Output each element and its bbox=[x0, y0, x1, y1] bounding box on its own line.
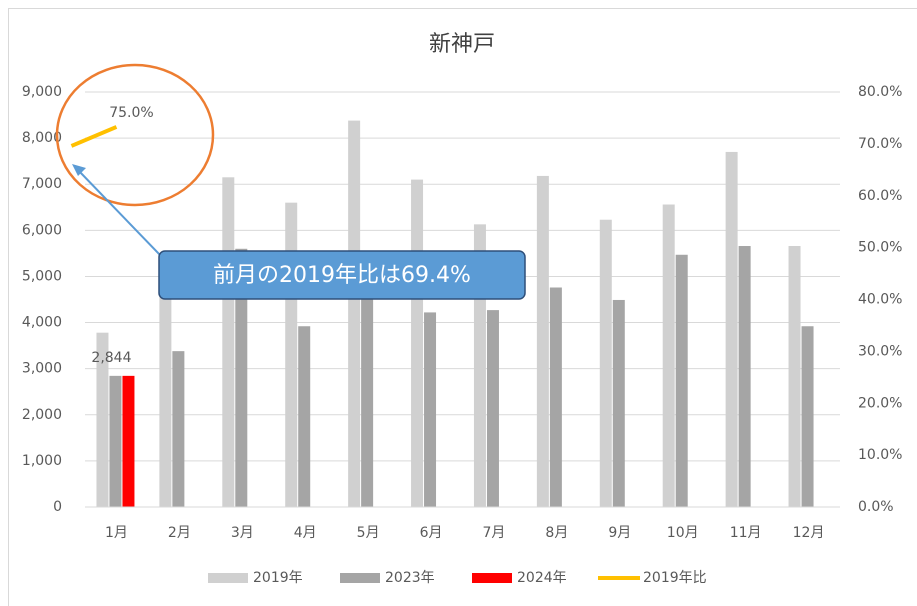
callout-arrow bbox=[77, 169, 161, 256]
arrow-head bbox=[72, 164, 86, 176]
bar bbox=[122, 375, 135, 507]
y-tick-label: 5,000 bbox=[22, 268, 62, 284]
legend-label: 2019年 bbox=[253, 570, 303, 586]
legend-label: 2019年比 bbox=[643, 570, 707, 586]
x-tick-label: 1月 bbox=[105, 525, 128, 541]
y-tick-label: 3,000 bbox=[22, 361, 62, 377]
bar bbox=[725, 151, 738, 507]
callout-box bbox=[158, 250, 526, 300]
legend-swatch bbox=[340, 573, 380, 583]
bar bbox=[675, 254, 688, 507]
y2-tick-label: 30.0% bbox=[858, 343, 902, 359]
x-tick-label: 9月 bbox=[608, 525, 631, 541]
y2-tick-label: 70.0% bbox=[858, 136, 902, 152]
bar bbox=[361, 294, 374, 507]
bar bbox=[612, 299, 625, 507]
data-label: 2,844 bbox=[91, 350, 131, 366]
y2-tick-label: 20.0% bbox=[858, 395, 902, 411]
bar bbox=[222, 177, 235, 508]
y-tick-label: 7,000 bbox=[22, 176, 62, 192]
bar bbox=[348, 120, 361, 507]
y2-tick-label: 50.0% bbox=[858, 240, 902, 256]
bar bbox=[549, 287, 562, 507]
legend-swatch bbox=[208, 573, 248, 583]
bar bbox=[235, 248, 248, 507]
bar bbox=[411, 179, 424, 507]
legend-label: 2023年 bbox=[385, 570, 435, 586]
legend-swatch bbox=[472, 573, 512, 583]
bar bbox=[298, 326, 311, 507]
callout-text: 前月の2019年比は69.4% bbox=[213, 263, 471, 288]
overlay: 前月の2019年比は69.4% bbox=[55, 63, 526, 300]
chart-title: 新神戸 bbox=[429, 32, 495, 57]
x-tick-label: 7月 bbox=[482, 525, 505, 541]
y-tick-label: 2,000 bbox=[22, 407, 62, 423]
y-tick-label: 4,000 bbox=[22, 315, 62, 331]
x-tick-label: 2月 bbox=[168, 525, 191, 541]
bar bbox=[96, 332, 109, 507]
bar bbox=[801, 326, 814, 507]
x-tick-label: 8月 bbox=[545, 525, 568, 541]
x-tick-label: 11月 bbox=[730, 525, 762, 541]
y-tick-label: 8,000 bbox=[22, 130, 62, 146]
bar bbox=[109, 375, 122, 507]
chart-frame bbox=[8, 8, 917, 606]
bar bbox=[599, 219, 612, 507]
y-tick-label: 0 bbox=[53, 499, 62, 515]
bar bbox=[172, 351, 185, 507]
y2-tick-label: 10.0% bbox=[858, 447, 902, 463]
y2-tick-label: 60.0% bbox=[858, 188, 902, 204]
bar bbox=[788, 246, 801, 507]
y-tick-label: 1,000 bbox=[22, 453, 62, 469]
bar bbox=[285, 202, 298, 507]
x-tick-label: 12月 bbox=[793, 525, 825, 541]
y2-tick-label: 0.0% bbox=[858, 499, 894, 515]
bar bbox=[738, 246, 751, 507]
y-tick-label: 6,000 bbox=[22, 222, 62, 238]
legend-label: 2024年 bbox=[517, 570, 567, 586]
bar bbox=[424, 312, 437, 507]
x-tick-label: 4月 bbox=[294, 525, 317, 541]
x-tick-label: 10月 bbox=[667, 525, 699, 541]
x-tick-label: 6月 bbox=[420, 525, 443, 541]
y2-tick-label: 80.0% bbox=[858, 84, 902, 100]
bar bbox=[536, 175, 549, 507]
highlight-circle bbox=[55, 63, 215, 207]
bar bbox=[159, 287, 172, 507]
bar bbox=[486, 310, 499, 507]
plot: 0 1,000 2,000 3,000 4,000 5,000 6,000 7,000 8,00… bbox=[22, 84, 903, 586]
x-tick-label: 5月 bbox=[357, 525, 380, 541]
y2-tick-label: 40.0% bbox=[858, 292, 902, 308]
x-tick-label: 3月 bbox=[231, 525, 254, 541]
y-tick-label: 9,000 bbox=[22, 84, 62, 100]
line-point bbox=[70, 125, 118, 148]
data-label: 75.0% bbox=[109, 105, 153, 121]
bar bbox=[662, 204, 675, 507]
